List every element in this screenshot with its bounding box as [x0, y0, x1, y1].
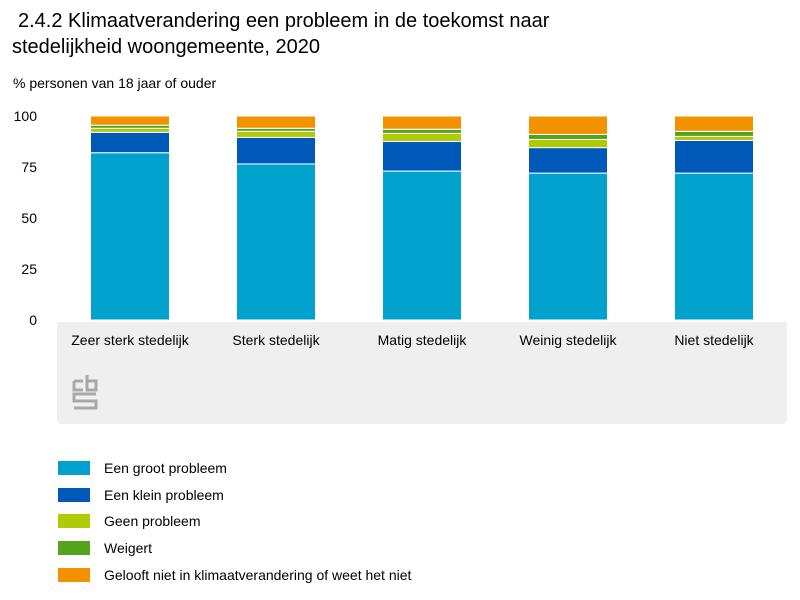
- x-category-label: Matig stedelijk: [378, 332, 468, 348]
- legend-swatch: [58, 541, 90, 556]
- chart-title: 2.4.2 Klimaatverandering een probleem in…: [12, 8, 792, 60]
- legend-item[interactable]: Een klein probleem: [58, 482, 411, 509]
- bar-segment[interactable]: [674, 172, 754, 321]
- legend-label: Een groot probleem: [104, 460, 227, 477]
- bar-segment[interactable]: [90, 152, 170, 321]
- bar-segment[interactable]: [236, 130, 316, 138]
- y-tick-label: 25: [21, 261, 37, 277]
- legend-label: Geen probleem: [104, 513, 201, 530]
- bar-segment[interactable]: [674, 139, 754, 174]
- legend-label: Gelooft niet in klimaatverandering of we…: [104, 566, 412, 583]
- x-category-label: Zeer sterk stedelijk: [71, 332, 189, 348]
- bar-segment[interactable]: [674, 130, 754, 137]
- legend-swatch: [58, 514, 90, 529]
- bar-segment[interactable]: [528, 133, 608, 140]
- bar-segment[interactable]: [382, 132, 462, 142]
- y-tick-label: 50: [21, 210, 37, 226]
- x-category-label: Weinig stedelijk: [519, 332, 617, 348]
- legend-swatch: [58, 461, 90, 476]
- legend-label: Weigert: [104, 540, 152, 557]
- legend-item[interactable]: Een groot probleem: [58, 455, 411, 482]
- legend-swatch: [58, 567, 90, 582]
- chart-title-line-2: stedelijkheid woongemeente, 2020: [12, 36, 320, 58]
- bar-segment[interactable]: [90, 127, 170, 133]
- legend-item[interactable]: Geen probleem: [58, 508, 411, 535]
- y-tick-label: 100: [14, 108, 38, 124]
- x-category-label: Niet stedelijk: [674, 332, 754, 348]
- y-tick-label: 75: [21, 159, 37, 175]
- y-axis-label: % personen van 18 jaar of ouder: [13, 75, 217, 91]
- bar-segment[interactable]: [382, 141, 462, 172]
- bar-segment[interactable]: [236, 136, 316, 165]
- bar-segment[interactable]: [528, 138, 608, 149]
- bar-segment[interactable]: [528, 115, 608, 135]
- bar-segment[interactable]: [382, 115, 462, 130]
- bar-segment[interactable]: [236, 163, 316, 321]
- y-tick-label: 0: [29, 312, 37, 328]
- legend-label: Een klein probleem: [104, 486, 224, 503]
- x-category-label: Sterk stedelijk: [232, 332, 320, 348]
- bar-segment[interactable]: [236, 115, 316, 129]
- bar-segment[interactable]: [528, 172, 608, 321]
- legend-item[interactable]: Gelooft niet in klimaatverandering of we…: [58, 561, 411, 588]
- bar-segment[interactable]: [528, 147, 608, 174]
- chart-legend: Een groot probleem Een klein probleem Geen…: [58, 455, 411, 588]
- bar-segment[interactable]: [382, 128, 462, 134]
- category-label-panel: [57, 322, 787, 424]
- bar-segment[interactable]: [382, 170, 462, 321]
- legend-item[interactable]: Weigert: [58, 535, 411, 562]
- bar-segment[interactable]: [674, 115, 754, 132]
- chart-title-line-1: 2.4.2 Klimaatverandering een probleem in…: [18, 10, 550, 32]
- legend-swatch: [58, 487, 90, 502]
- bar-segment[interactable]: [90, 115, 170, 126]
- cbs-logo-icon: [72, 375, 98, 410]
- bar-segment[interactable]: [90, 131, 170, 154]
- bar-segment[interactable]: [674, 135, 754, 141]
